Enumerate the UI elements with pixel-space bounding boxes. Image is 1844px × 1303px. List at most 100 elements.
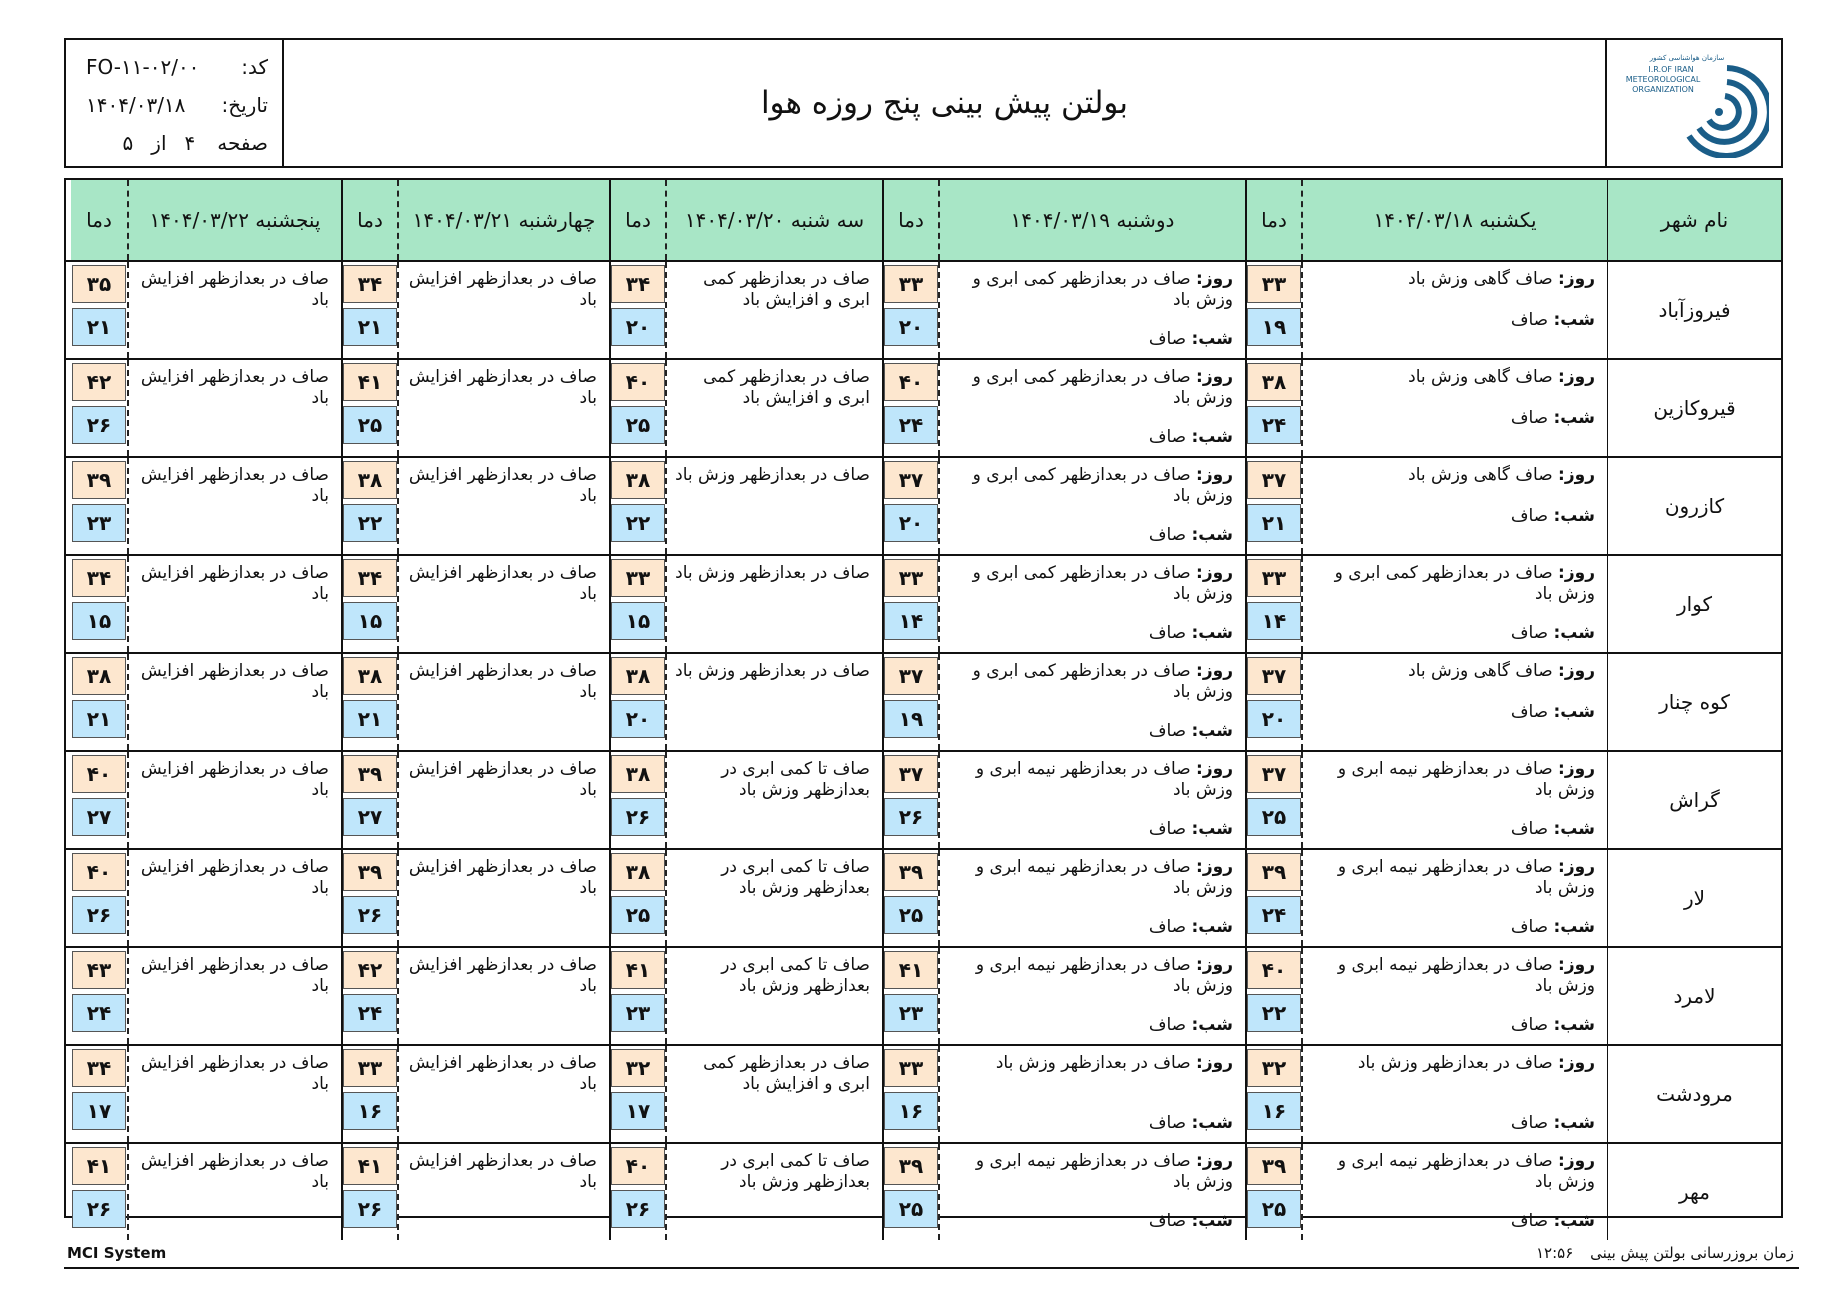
temperature-cell: ۳۹ ۲۷ <box>341 752 397 848</box>
day-text: صاف در بعدازظهر نیمه ابری و وزش باد <box>975 857 1233 898</box>
min-temperature: ۲۶ <box>884 798 938 836</box>
table-row: کوه چنار روز: صاف گاهی وزش باد شب: صاف ۳… <box>66 652 1781 750</box>
forecast-condition: روز: صاف در بعدازظهر کمی ابری و وزش باد … <box>938 556 1245 652</box>
night-label: شب: <box>1191 329 1233 349</box>
forecast-condition: صاف در بعدازظهر افزایش باد <box>127 948 341 1044</box>
temperature-cell: ۴۰ ۲۴ <box>882 360 938 456</box>
day-forecast: روز: صاف در بعدازظهر کمی ابری و وزش باد <box>948 661 1233 703</box>
forecast-condition: روز: صاف گاهی وزش باد شب: صاف <box>1301 458 1607 554</box>
column-header-day-2: دوشنبه ۱۴۰۴/۰۳/۱۹ <box>938 180 1245 260</box>
night-text: صاف <box>1510 623 1554 643</box>
day-label: روز: <box>1196 563 1233 583</box>
night-text: صاف <box>1510 917 1554 937</box>
update-time: ۱۲:۵۶ <box>1536 1244 1574 1262</box>
min-temperature: ۲۵ <box>611 406 665 444</box>
temperature-cell: ۴۱ ۲۵ <box>341 360 397 456</box>
city-name: لار <box>1607 850 1781 946</box>
max-temperature: ۴۲ <box>72 363 126 401</box>
max-temperature: ۴۱ <box>611 951 665 989</box>
min-temperature: ۲۶ <box>72 896 126 934</box>
forecast-condition: صاف در بعدازظهر افزایش باد <box>127 752 341 848</box>
max-temperature: ۳۳ <box>884 559 938 597</box>
min-temperature: ۲۵ <box>611 896 665 934</box>
forecast-condition: صاف در بعدازظهر افزایش باد <box>127 654 341 750</box>
night-forecast: شب: صاف <box>1511 917 1595 938</box>
forecast-condition: روز: صاف در بعدازظهر کمی ابری و وزش باد … <box>938 654 1245 750</box>
forecast-condition: روز: صاف در بعدازظهر کمی ابری و وزش باد … <box>938 262 1245 358</box>
night-text: صاف <box>1148 623 1192 643</box>
temperature-cell: ۳۸ ۲۱ <box>341 654 397 750</box>
night-forecast: شب: صاف <box>1511 819 1595 840</box>
day-label: روز: <box>1196 1053 1233 1073</box>
forecast-condition: صاف تا کمی ابری در بعدازظهر وزش باد <box>665 948 882 1044</box>
day-forecast: روز: صاف در بعدازظهر کمی ابری و وزش باد <box>948 563 1233 605</box>
day-label: روز: <box>1558 465 1595 485</box>
night-text: صاف <box>1510 1015 1554 1035</box>
forecast-condition: روز: صاف در بعدازظهر نیمه ابری و وزش باد… <box>938 850 1245 946</box>
night-forecast: شب: صاف <box>1511 506 1595 527</box>
night-forecast: شب: صاف <box>1149 1211 1233 1232</box>
column-header-temp-5: دما <box>71 180 127 260</box>
min-temperature: ۱۶ <box>343 1092 397 1130</box>
day-text: صاف گاهی وزش باد <box>1408 661 1559 681</box>
day-text: صاف در بعدازظهر وزش باد <box>995 1053 1197 1073</box>
min-temperature: ۲۴ <box>884 406 938 444</box>
max-temperature: ۴۱ <box>343 1147 397 1185</box>
day-label: روز: <box>1196 661 1233 681</box>
forecast-condition: صاف در بعدازظهر افزایش باد <box>127 1046 341 1142</box>
day-forecast: روز: صاف در بعدازظهر کمی ابری و وزش باد <box>948 465 1233 507</box>
table-row: فیروزآباد روز: صاف گاهی وزش باد شب: صاف … <box>66 260 1781 358</box>
max-temperature: ۳۳ <box>343 1049 397 1087</box>
day-text: صاف در بعدازظهر کمی ابری و وزش باد <box>1334 563 1595 604</box>
min-temperature: ۲۷ <box>72 798 126 836</box>
forecast-condition: صاف در بعدازظهر افزایش باد <box>397 948 609 1044</box>
min-temperature: ۲۶ <box>72 1190 126 1228</box>
temperature-cell: ۳۸ ۲۶ <box>609 752 665 848</box>
forecast-condition: صاف در بعدازظهر افزایش باد <box>397 850 609 946</box>
night-forecast: شب: صاف <box>1149 917 1233 938</box>
min-temperature: ۲۱ <box>72 700 126 738</box>
night-label: شب: <box>1553 310 1595 330</box>
temperature-cell: ۴۰ ۲۷ <box>71 752 127 848</box>
day-forecast: روز: صاف در بعدازظهر نیمه ابری و وزش باد <box>1311 955 1595 997</box>
temperature-cell: ۳۳ ۱۹ <box>1245 262 1301 358</box>
night-label: شب: <box>1553 917 1595 937</box>
night-label: شب: <box>1553 702 1595 722</box>
max-temperature: ۴۲ <box>343 951 397 989</box>
temperature-cell: ۴۰ ۲۲ <box>1245 948 1301 1044</box>
forecast-condition: روز: صاف گاهی وزش باد شب: صاف <box>1301 360 1607 456</box>
day-text: صاف گاهی وزش باد <box>1408 269 1559 289</box>
min-temperature: ۲۵ <box>1247 798 1301 836</box>
max-temperature: ۳۹ <box>884 853 938 891</box>
min-temperature: ۲۰ <box>884 308 938 346</box>
forecast-condition: صاف در بعدازظهر وزش باد <box>665 458 882 554</box>
day-label: روز: <box>1196 465 1233 485</box>
temperature-cell: ۳۲ ۱۶ <box>1245 1046 1301 1142</box>
temperature-cell: ۴۰ ۲۵ <box>609 360 665 456</box>
max-temperature: ۴۱ <box>72 1147 126 1185</box>
temperature-cell: ۳۳ ۱۴ <box>1245 556 1301 652</box>
min-temperature: ۲۶ <box>611 798 665 836</box>
night-label: شب: <box>1191 1211 1233 1231</box>
day-forecast: روز: صاف گاهی وزش باد <box>1311 367 1595 388</box>
night-forecast: شب: صاف <box>1511 1113 1595 1134</box>
date-value: ۱۴۰۴/۰۳/۱۸ <box>86 93 186 117</box>
max-temperature: ۳۳ <box>611 559 665 597</box>
max-temperature: ۳۸ <box>611 853 665 891</box>
update-label: زمان بروزرسانی بولتن پیش بینی <box>1590 1244 1794 1262</box>
temperature-cell: ۳۷ ۲۰ <box>1245 654 1301 750</box>
forecast-condition: روز: صاف در بعدازظهر نیمه ابری و وزش باد… <box>938 752 1245 848</box>
forecast-condition: روز: صاف در بعدازظهر وزش باد شب: صاف <box>938 1046 1245 1142</box>
forecast-condition: روز: صاف گاهی وزش باد شب: صاف <box>1301 654 1607 750</box>
forecast-condition: صاف در بعدازظهر افزایش باد <box>397 1144 609 1240</box>
min-temperature: ۲۶ <box>611 1190 665 1228</box>
night-text: صاف <box>1148 1211 1192 1231</box>
day-text: صاف در بعدازظهر کمی ابری و وزش باد <box>972 465 1233 506</box>
temperature-cell: ۳۴ ۲۰ <box>609 262 665 358</box>
column-header-temp-3: دما <box>609 180 665 260</box>
forecast-condition: صاف تا کمی ابری در بعدازظهر وزش باد <box>665 1144 882 1240</box>
temperature-cell: ۳۷ ۲۰ <box>882 458 938 554</box>
day-label: روز: <box>1558 367 1595 387</box>
table-header-row: نام شهر یکشنبه ۱۴۰۴/۰۳/۱۸ دما دوشنبه ۱۴۰… <box>66 180 1781 260</box>
night-label: شب: <box>1553 819 1595 839</box>
